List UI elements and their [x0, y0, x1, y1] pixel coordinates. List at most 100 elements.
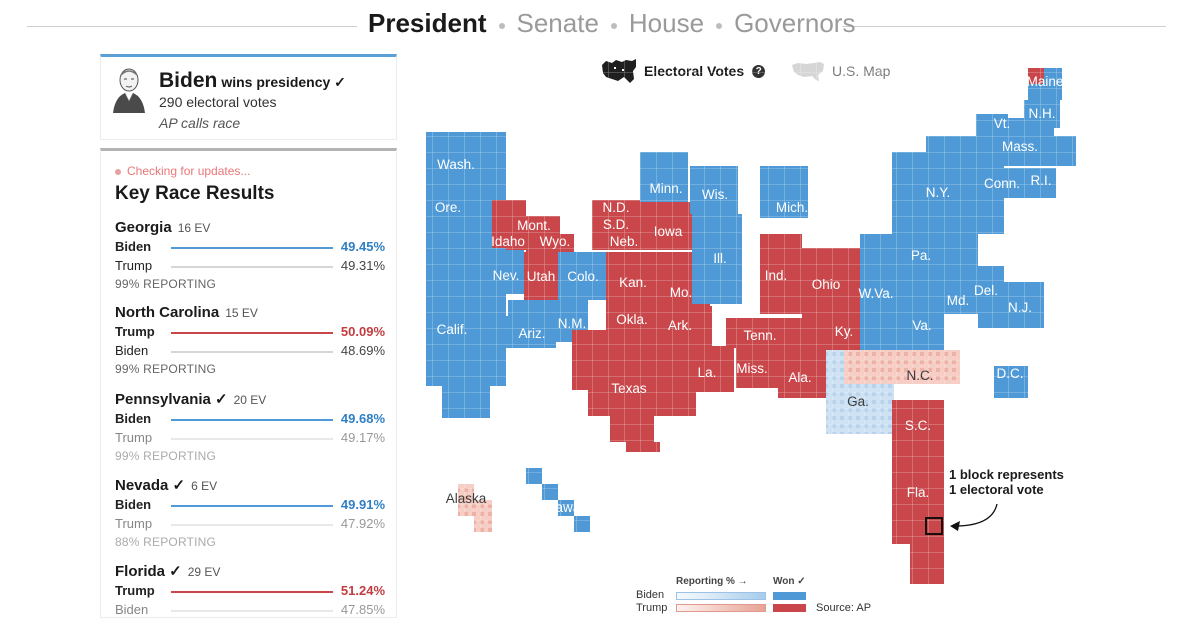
annotation-line-2: 1 electoral vote	[949, 482, 1044, 497]
result-bar	[171, 266, 333, 268]
state-label: Ohio	[812, 277, 841, 292]
state-label: Idaho	[491, 234, 525, 249]
candidate-pct: 49.91%	[340, 497, 385, 512]
state-label: Tenn.	[743, 328, 776, 343]
state-label: N.J.	[1008, 300, 1032, 315]
candidate-pct: 49.17%	[340, 430, 385, 445]
state-label: Vt.	[994, 116, 1011, 131]
legend-trump: Trump	[636, 602, 668, 614]
update-status-text: Checking for updates...	[127, 164, 251, 178]
candidate-name: Trump	[115, 583, 155, 598]
legend-won-header: Won ✓	[773, 576, 806, 587]
race-card[interactable]: Nevada ✓ 6 EV Biden 49.91% Trump 47.92% 88% RE…	[115, 476, 385, 549]
candidate-row: Biden 49.45%	[115, 239, 385, 255]
state-label: Nev.	[493, 268, 520, 283]
state-label: W.Va.	[858, 286, 893, 301]
result-bar	[171, 332, 333, 334]
race-card[interactable]: North Carolina 15 EV Trump 50.09% Biden 48.69…	[115, 304, 385, 376]
arrowhead-icon	[950, 521, 960, 531]
candidate-pct: 49.45%	[340, 239, 385, 254]
candidate-pct: 50.09%	[340, 324, 385, 339]
block-marker	[925, 517, 943, 535]
update-status: Checking for updates...	[115, 164, 250, 178]
nav-rule-right	[842, 26, 1166, 27]
candidate-pct: 47.92%	[340, 516, 385, 531]
annotation-arrow	[954, 503, 998, 527]
race-card[interactable]: Pennsylvania ✓ 20 EV Biden 49.68% Trump 49.17…	[115, 390, 385, 463]
race-state: Florida ✓	[115, 563, 182, 580]
race-state-name: Florida ✓ 29 EV	[115, 562, 385, 580]
state-label: S.D.	[603, 217, 629, 232]
races-title: Key Race Results	[115, 183, 275, 204]
state-label: Mont.	[517, 218, 551, 233]
state-label: Del.	[974, 283, 998, 298]
result-bar	[171, 524, 333, 526]
state-label: Utah	[527, 269, 556, 284]
winner-headline: Biden wins presidency ✓	[159, 69, 346, 93]
candidate-row: Biden 49.68%	[115, 411, 385, 427]
winner-electoral-votes: 290 electoral votes	[159, 94, 277, 110]
candidate-name: Biden	[115, 343, 149, 358]
candidate-name: Biden	[115, 602, 149, 617]
state-label: Mo.	[670, 285, 693, 300]
state-label: D.C.	[997, 366, 1024, 381]
result-bar	[171, 438, 333, 440]
legend-biden-reporting-bar	[676, 592, 766, 600]
race-card[interactable]: Georgia 16 EV Biden 49.45% Trump 49.31% 99% RE…	[115, 219, 385, 291]
state-label: N.D.	[603, 200, 630, 215]
annotation-line-1: 1 block represents	[949, 467, 1064, 482]
state-label: Hawaii	[546, 500, 587, 515]
key-races-panel: Checking for updates... Key Race Results…	[100, 148, 397, 618]
race-card[interactable]: Florida ✓ 29 EV Trump 51.24% Biden 47.85%	[115, 562, 385, 617]
race-reporting: 99% REPORTING	[115, 362, 217, 376]
candidate-portrait	[113, 68, 145, 113]
top-nav: President Senate House Governors	[0, 0, 1200, 54]
candidate-name: Biden	[115, 411, 152, 426]
state-label: Minn.	[649, 181, 682, 196]
race-ev: 16 EV	[177, 221, 211, 235]
race-ev: 15 EV	[225, 306, 258, 320]
candidate-name: Trump	[115, 516, 153, 531]
tab-governors[interactable]: Governors	[734, 8, 856, 38]
state-label: Iowa	[654, 224, 683, 239]
result-bar	[171, 247, 333, 249]
state-label: Wis.	[702, 187, 728, 202]
candidate-pct: 47.85%	[340, 602, 385, 617]
state-label: R.I.	[1030, 173, 1051, 188]
state-label: Okla.	[616, 312, 648, 327]
tab-separator	[716, 22, 723, 29]
legend-biden-won	[773, 592, 806, 600]
legend-trump-reporting-bar	[676, 604, 766, 612]
state-fla[interactable]	[892, 444, 944, 584]
tab-house[interactable]: House	[628, 8, 705, 38]
legend-reporting-header: Reporting % →	[676, 576, 748, 587]
candidate-row: Trump 47.92%	[115, 516, 385, 532]
race-state-name: Nevada ✓ 6 EV	[115, 476, 385, 494]
state-label: Alaska	[446, 491, 487, 506]
state-label: Wyo.	[540, 234, 571, 249]
race-state-name: Pennsylvania ✓ 20 EV	[115, 390, 385, 408]
state-label: N.C.	[907, 368, 934, 383]
state-label: Ala.	[788, 370, 811, 385]
race-state: Nevada ✓	[115, 477, 186, 494]
tab-senate[interactable]: Senate	[516, 8, 599, 38]
candidate-name: Biden	[115, 239, 152, 254]
result-bar	[171, 610, 333, 612]
race-state-name: North Carolina 15 EV	[115, 304, 385, 321]
tab-president[interactable]: President	[368, 8, 487, 38]
state-label: Fla.	[907, 485, 930, 500]
candidate-row: Trump 50.09%	[115, 324, 385, 340]
race-state: Georgia	[115, 219, 172, 236]
status-dot-icon	[115, 168, 121, 175]
state-label: Pa.	[911, 248, 931, 263]
state-n-c[interactable]	[844, 350, 960, 384]
state-label: Md.	[947, 293, 970, 308]
winner-call-source: AP calls race	[159, 115, 241, 131]
state-label: Texas	[611, 381, 647, 396]
candidate-row: Trump 49.17%	[115, 430, 385, 446]
candidate-row: Trump 49.31%	[115, 258, 385, 274]
candidate-pct: 51.24%	[340, 583, 385, 598]
state-label: Ky.	[835, 324, 854, 339]
nav-rule-left	[27, 26, 357, 27]
